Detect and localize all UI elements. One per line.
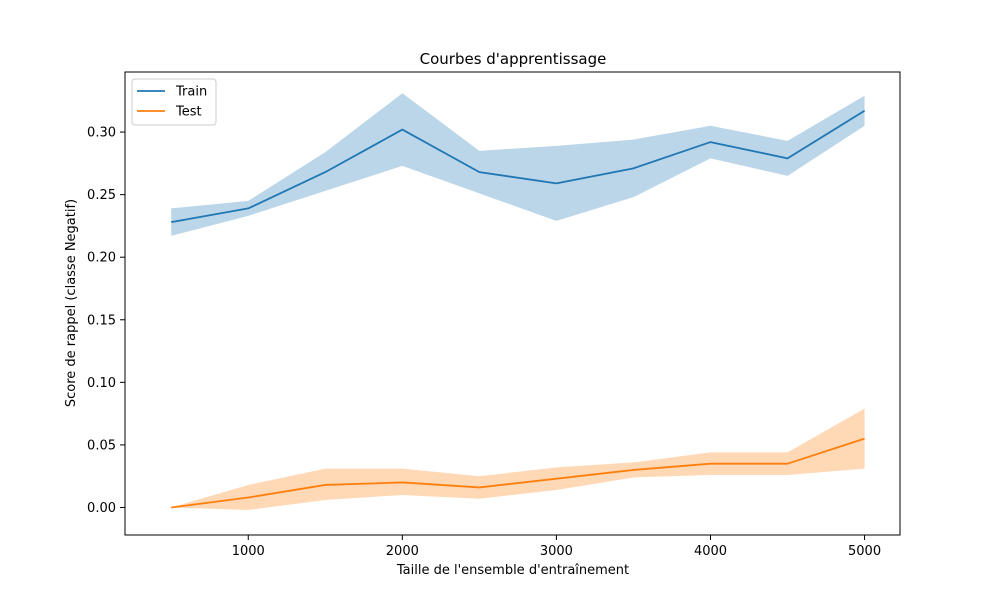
y-tick-label: 0.30 [87, 126, 116, 141]
y-axis-ticks: 0.00 0.05 0.10 0.15 0.20 0.25 0.30 [87, 126, 125, 516]
legend-label-train: Train [175, 85, 207, 100]
y-tick-label: 0.10 [87, 376, 116, 391]
data-point-train [863, 109, 866, 112]
data-point-test [170, 506, 173, 509]
x-tick-label: 4000 [694, 544, 727, 559]
data-point-train [247, 207, 250, 210]
data-point-test [401, 481, 404, 484]
confidence-band-train [171, 93, 865, 236]
y-tick-label: 0.15 [87, 313, 116, 328]
data-point-test [632, 468, 635, 471]
y-tick-label: 0.20 [87, 251, 116, 266]
x-tick-label: 1000 [232, 544, 265, 559]
x-tick-label: 3000 [540, 544, 573, 559]
y-tick-label: 0.25 [87, 188, 116, 203]
y-tick-label: 0.00 [87, 501, 116, 516]
data-point-test [786, 462, 789, 465]
data-point-train [786, 157, 789, 160]
data-point-train [401, 128, 404, 131]
y-axis-label: Score de rappel (classe Negatif) [64, 199, 79, 407]
data-point-train [324, 171, 327, 174]
series-line-train [171, 110, 866, 224]
series-line-test [171, 437, 865, 509]
data-point-test [478, 486, 481, 489]
legend: Train Test [131, 78, 217, 126]
data-point-train [478, 171, 481, 174]
data-point-train [632, 167, 635, 170]
chart-title: Courbes d'apprentissage [420, 50, 607, 68]
series-lines [170, 109, 866, 509]
data-point-train [170, 221, 173, 224]
data-point-test [709, 462, 712, 465]
y-tick-label: 0.05 [87, 438, 116, 453]
plot-area-frame [124, 71, 901, 536]
legend-label-test: Test [175, 105, 202, 120]
data-point-test [247, 496, 250, 499]
data-point-test [863, 437, 866, 440]
x-tick-label: 5000 [848, 544, 881, 559]
x-tick-label: 2000 [386, 544, 419, 559]
data-point-train [709, 141, 712, 144]
data-point-train [555, 182, 558, 185]
x-axis-label: Taille de l'ensemble d'entraînement [396, 563, 629, 578]
data-point-test [324, 483, 327, 486]
x-axis-ticks: 1000 2000 3000 4000 5000 [232, 535, 881, 559]
data-point-test [555, 477, 558, 480]
